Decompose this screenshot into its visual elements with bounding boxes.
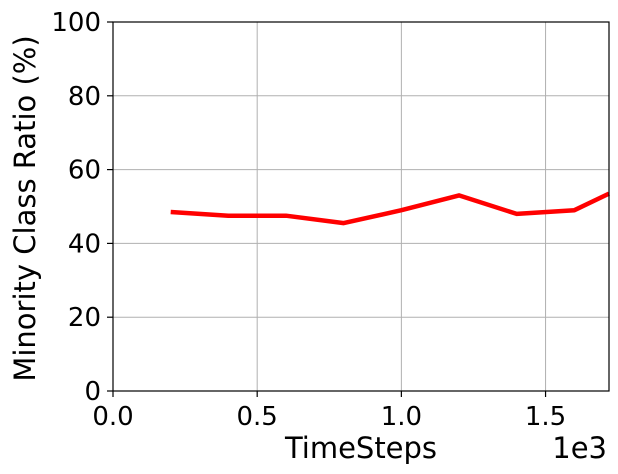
y-tick-label: 100 (51, 8, 101, 38)
x-tick-label: 1.5 (525, 402, 566, 432)
y-tick-label: 40 (68, 229, 101, 259)
y-tick-label: 60 (68, 156, 101, 186)
x-axis-offset-text: 1e3 (552, 431, 607, 465)
y-tick-label: 80 (68, 82, 101, 112)
x-axis-label: TimeSteps (284, 431, 437, 465)
grid (112, 21, 609, 392)
x-tick-label: 0.5 (237, 402, 278, 432)
series-line (170, 191, 610, 226)
ticks: 0.0 0.5 1.0 1.5 0 20 40 60 80 100 (51, 8, 566, 432)
plot-frame (112, 21, 610, 392)
y-axis-label: Minority Class Ratio (%) (8, 35, 42, 381)
series-layer (170, 191, 610, 226)
y-tick-label: 0 (84, 377, 101, 407)
y-tick-label: 20 (68, 303, 101, 333)
x-tick-label: 0.0 (92, 402, 133, 432)
x-tick-label: 1.0 (381, 402, 422, 432)
